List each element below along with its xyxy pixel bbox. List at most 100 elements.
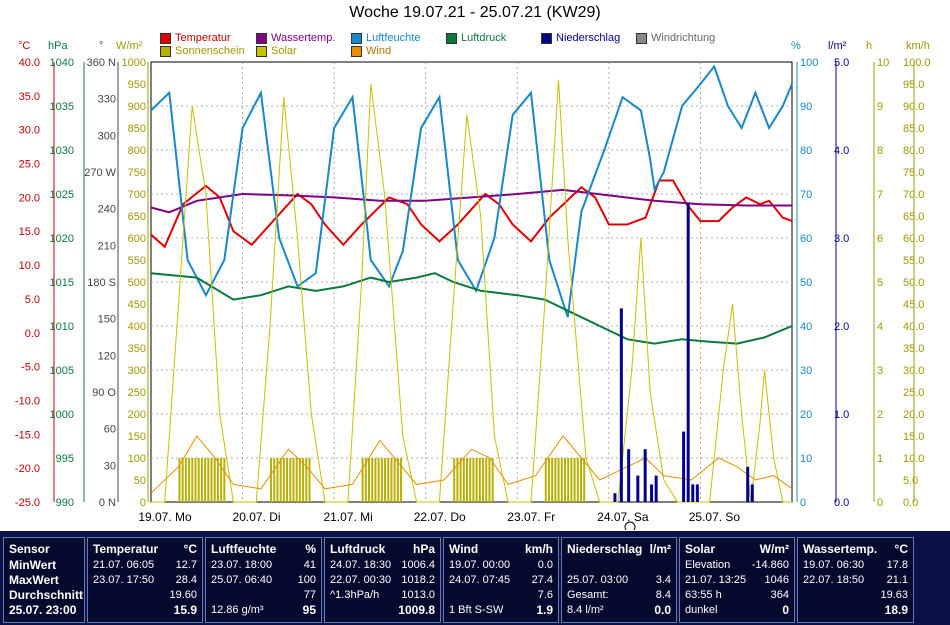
tick-label-deg: 30: [104, 460, 116, 472]
tick-label-wind: 75.0: [903, 167, 924, 179]
sunshine-bar: [466, 458, 469, 502]
tick-label-solar: 350: [128, 343, 146, 355]
x-tick-label: 23.07. Fr: [507, 510, 555, 524]
sunshine-bar: [396, 458, 399, 502]
tick-label-press: 995: [56, 453, 74, 465]
legend-windrichtung: Windrichtung: [636, 32, 715, 44]
tick-label-temp: 0.0: [25, 328, 40, 340]
x-tick-label: 19.07. Mo: [138, 510, 192, 524]
sunshine-bar: [289, 458, 292, 502]
table-cell-label: 22.07. 00:30: [330, 574, 392, 586]
precip-bar: [643, 449, 647, 502]
table-cell-label: 1 Bft S-SW: [449, 604, 504, 616]
table-cell-value: 21.1: [886, 574, 908, 586]
table-cell-label: Durchschnitt: [9, 588, 84, 602]
tick-label-hum: 60: [800, 233, 812, 245]
tick-label-deg: 300: [98, 130, 116, 142]
table-cell-label: Elevation: [685, 559, 731, 571]
tick-label-wind: 95.0: [903, 79, 924, 91]
sunshine-bar: [292, 458, 295, 502]
sunshine-bar: [488, 458, 491, 502]
legend-solar: Solar: [256, 45, 297, 57]
table-cell-label: 25.07. 03:00: [567, 574, 629, 586]
sunshine-bar: [462, 458, 465, 502]
tick-label-hum: 70: [800, 189, 812, 201]
sunshine-bar: [469, 458, 472, 502]
table-cell-label: 12.86 g/m³: [211, 604, 264, 616]
table-column: Niederschlag l/m² 25.07. 03:00 3.4 Gesamt: 8.…: [561, 537, 677, 623]
table-cell-value: 27.4: [531, 574, 553, 586]
table-header: Luftdruck: [330, 542, 386, 556]
series-luftfeuchte: [150, 64, 793, 318]
sunshine-bar: [178, 458, 181, 502]
table-cell-label: 25.07. 23:00: [9, 603, 77, 617]
table-unit: km/h: [524, 542, 553, 556]
table-column: Luftdruck hPa 24.07. 18:30 1006.4 22.07. 00:…: [324, 537, 441, 623]
sunshine-bar: [583, 458, 586, 502]
sunshine-bar: [188, 458, 191, 502]
tick-label-wind: 25.0: [903, 387, 924, 399]
tick-label-sun: 2: [877, 409, 883, 421]
table-header: Luftfeuchte: [211, 542, 277, 556]
tick-label-solar: 700: [128, 189, 146, 201]
sunshine-bar: [573, 458, 576, 502]
weather-chart: 40.035.030.025.020.015.010.05.00.0-5.0-1…: [15, 57, 931, 530]
tick-label-hum: 100: [800, 57, 818, 69]
legend-luftfeuchte: Luftfeuchte: [351, 32, 420, 44]
table-cell-label: 23.07. 17:50: [93, 574, 155, 586]
sunshine-bar: [547, 458, 550, 502]
tick-label-solar: 100: [128, 453, 146, 465]
series-solar: [151, 79, 792, 503]
sunshine-bar: [364, 458, 367, 502]
tick-label-solar: 250: [128, 387, 146, 399]
sunshine-bar: [400, 458, 403, 502]
tick-label-temp: 15.0: [19, 226, 40, 238]
precip-bar: [613, 493, 617, 502]
table-cell-value: 41: [303, 559, 316, 571]
tick-label-solar: 650: [128, 211, 146, 223]
sunshine-bar: [368, 458, 371, 502]
sunshine-bar: [371, 458, 374, 502]
table-cell-label: Gesamt:: [567, 589, 609, 601]
legend-temperatur: Temperatur: [160, 32, 231, 44]
tick-label-wind: 30.0: [903, 365, 924, 377]
tick-label-press: 1020: [50, 233, 74, 245]
tick-label-temp: -15.0: [15, 429, 40, 441]
tick-label-hum: 90: [800, 101, 812, 113]
stats-table: Sensor MinWert MaxWert Durchschnitt 25.07. 2…: [0, 531, 950, 625]
table-cell-value: 364: [770, 589, 789, 601]
tick-label-temp: 40.0: [19, 57, 40, 69]
tick-label-press: 1015: [50, 277, 74, 289]
table-cell-value: 28.4: [175, 574, 197, 586]
tick-label-wind: 90.0: [903, 101, 924, 113]
tick-label-solar: 500: [128, 277, 146, 289]
tick-label-deg: 360 N: [87, 57, 116, 69]
tick-label-temp: 25.0: [19, 159, 40, 171]
legend-luftdruck: Luftdruck: [446, 32, 506, 44]
sunshine-bar: [270, 458, 273, 502]
table-unit: hPa: [412, 542, 435, 556]
sunshine-bar: [361, 458, 364, 502]
table-cell-value: 1018.2: [401, 574, 435, 586]
tick-label-solar: 900: [128, 101, 146, 113]
tick-label-hum: 80: [800, 145, 812, 157]
tick-label-wind: 5.0: [903, 475, 918, 487]
tick-label-press: 1030: [50, 145, 74, 157]
sunshine-bar: [393, 458, 396, 502]
tick-label-solar: 750: [128, 167, 146, 179]
precip-bar: [695, 484, 699, 502]
precip-bar: [636, 475, 640, 502]
table-column: Solar W/m² Elevation -14.860 21.07. 13:25 104…: [679, 537, 795, 623]
tick-label-wind: 40.0: [903, 321, 924, 333]
precip-bar: [682, 431, 686, 502]
table-column: Luftfeuchte% 23.07. 18:00 41 25.07. 06:40 10…: [205, 537, 322, 623]
tick-label-sun: 3: [877, 365, 883, 377]
sunshine-bar: [276, 458, 279, 502]
table-cell-label: 24.07. 18:30: [330, 559, 392, 571]
tick-label-wind: 80.0: [903, 145, 924, 157]
sunshine-bar: [302, 458, 305, 502]
series-wassertemp: [150, 188, 792, 214]
precip-bar: [619, 308, 623, 502]
tick-label-wind: 100.0: [903, 57, 931, 69]
sunshine-bar: [273, 458, 276, 502]
